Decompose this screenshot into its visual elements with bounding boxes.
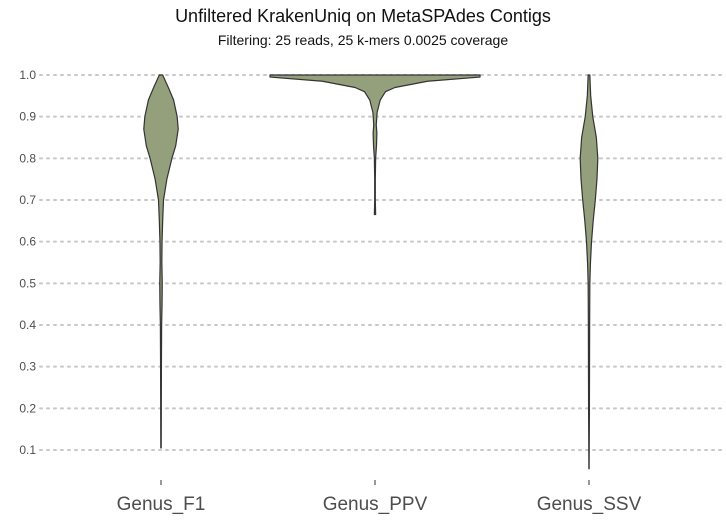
y-tick-label: 0.5	[19, 276, 36, 290]
y-tick-label: 0.3	[19, 360, 36, 374]
y-tick-label: 1.0	[19, 68, 36, 82]
violin-genus-f1	[143, 74, 179, 449]
y-tick-label: 0.8	[19, 151, 36, 165]
violins	[143, 74, 599, 470]
y-tick-label: 0.7	[19, 193, 36, 207]
violin-genus-ppv	[269, 74, 481, 216]
y-tick-label: 0.6	[19, 235, 36, 249]
violin-genus-ssv	[579, 74, 599, 470]
y-tick-label: 0.4	[19, 318, 36, 332]
chart-subtitle: Filtering: 25 reads, 25 k-mers 0.0025 co…	[217, 32, 509, 48]
chart-title: Unfiltered KrakenUniq on MetaSPAdes Cont…	[175, 6, 551, 26]
x-tick-label: Genus_F1	[117, 494, 206, 515]
y-tick-label: 0.9	[19, 110, 36, 124]
grid	[39, 74, 723, 451]
x-axis: Genus_F1 Genus_PPV Genus_SSV	[117, 480, 642, 515]
y-tick-label: 0.2	[19, 401, 36, 415]
y-tick-label: 0.1	[19, 443, 36, 457]
y-axis: 0.1 0.2 0.3 0.4 0.5 0.6 0.7 0.8 0.9 1.0	[19, 68, 36, 457]
x-tick-label: Genus_SSV	[537, 494, 642, 515]
x-tick-label: Genus_PPV	[323, 494, 428, 515]
